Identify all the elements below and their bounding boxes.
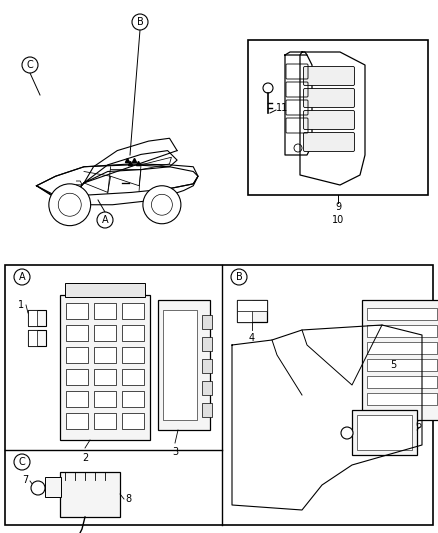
Bar <box>28 310 46 326</box>
Text: B: B <box>236 272 242 282</box>
Bar <box>362 300 438 420</box>
Text: 8: 8 <box>125 494 131 504</box>
FancyBboxPatch shape <box>304 110 354 130</box>
Bar <box>45 477 61 497</box>
Text: 10: 10 <box>332 215 344 225</box>
Bar <box>357 415 412 450</box>
Text: 3: 3 <box>172 447 178 457</box>
Text: B: B <box>137 17 143 27</box>
Bar <box>367 325 437 337</box>
FancyBboxPatch shape <box>304 133 354 151</box>
Bar <box>28 310 37 326</box>
Bar <box>237 300 267 311</box>
Bar <box>60 295 150 440</box>
Bar <box>158 300 210 430</box>
Bar <box>66 347 88 363</box>
Bar <box>352 410 417 455</box>
Bar <box>367 308 437 320</box>
Bar <box>202 337 212 351</box>
Bar <box>367 376 437 388</box>
Bar <box>237 300 252 322</box>
Bar <box>66 413 88 429</box>
Circle shape <box>14 269 30 285</box>
Bar <box>122 303 144 319</box>
Bar <box>367 342 437 354</box>
Bar <box>94 325 116 341</box>
Bar <box>66 369 88 385</box>
Bar <box>122 413 144 429</box>
Text: 9: 9 <box>335 202 341 212</box>
Circle shape <box>143 185 181 224</box>
Bar <box>28 330 37 346</box>
Text: 7: 7 <box>22 475 28 485</box>
Bar <box>367 393 437 405</box>
Text: 1: 1 <box>18 300 24 310</box>
Text: 11: 11 <box>276 103 288 113</box>
Bar <box>94 369 116 385</box>
Bar <box>94 413 116 429</box>
Bar <box>202 403 212 417</box>
Circle shape <box>132 14 148 30</box>
Bar <box>122 369 144 385</box>
Text: C: C <box>27 60 33 70</box>
Text: C: C <box>19 457 25 467</box>
Bar <box>94 347 116 363</box>
Bar <box>248 40 428 195</box>
Text: A: A <box>19 272 25 282</box>
Bar <box>367 359 437 371</box>
Bar <box>28 330 46 346</box>
Circle shape <box>22 57 38 73</box>
Bar <box>65 283 145 297</box>
Bar <box>202 315 212 329</box>
Bar <box>202 381 212 395</box>
Text: 5: 5 <box>390 360 396 370</box>
Text: 6: 6 <box>416 420 422 430</box>
Bar <box>5 265 433 525</box>
Circle shape <box>231 269 247 285</box>
Bar <box>94 391 116 407</box>
Bar <box>66 391 88 407</box>
FancyBboxPatch shape <box>304 67 354 85</box>
Bar <box>66 325 88 341</box>
Bar <box>237 300 267 322</box>
Bar <box>60 472 120 517</box>
Bar <box>122 347 144 363</box>
Circle shape <box>97 212 113 228</box>
Bar <box>122 391 144 407</box>
Bar <box>163 310 197 420</box>
Bar <box>202 359 212 373</box>
Bar <box>66 303 88 319</box>
Bar <box>94 303 116 319</box>
Text: 4: 4 <box>249 333 255 343</box>
FancyBboxPatch shape <box>304 88 354 108</box>
Text: A: A <box>102 215 108 225</box>
Circle shape <box>14 454 30 470</box>
Circle shape <box>31 481 45 495</box>
Text: 2: 2 <box>82 453 88 463</box>
Bar <box>122 325 144 341</box>
Circle shape <box>341 427 353 439</box>
Circle shape <box>49 184 91 225</box>
